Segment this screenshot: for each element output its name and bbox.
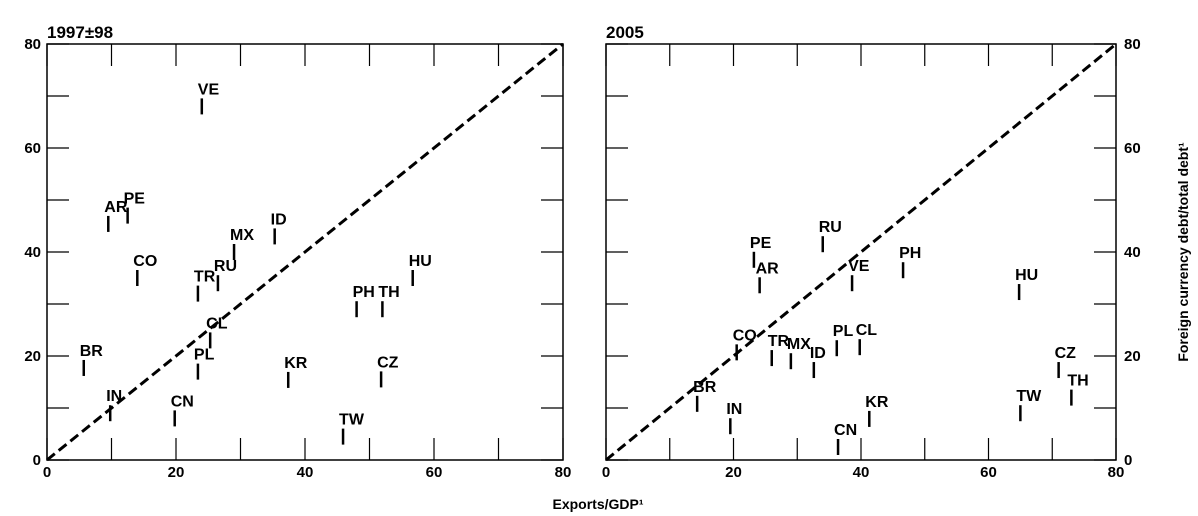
diagonal — [605, 42, 1117, 462]
x-tick-label: 0 — [602, 464, 610, 481]
point-label: CO — [733, 327, 757, 344]
point-label: PE — [750, 235, 772, 252]
point-label: ID — [810, 345, 826, 362]
point-label: RU — [819, 219, 842, 236]
x-axis-label: Exports/GDP¹ — [552, 496, 643, 512]
point-label: VE — [198, 81, 220, 98]
point-label: CZ — [377, 354, 399, 371]
y-tick-label: 20 — [24, 348, 41, 365]
point-label: VE — [848, 258, 870, 275]
point-label: MX — [787, 336, 811, 353]
x-tick-label: 80 — [1108, 464, 1125, 481]
point-label: CN — [834, 422, 857, 439]
y-tick-label: 80 — [1124, 36, 1141, 53]
point-label: PH — [353, 284, 375, 301]
x-tick-label: 60 — [980, 464, 997, 481]
x-tick-label: 20 — [725, 464, 742, 481]
point-label: IN — [726, 401, 742, 418]
diagonal — [46, 42, 564, 462]
x-tick-label: 0 — [43, 464, 51, 481]
panel-title: 1997±98 — [47, 23, 113, 42]
point-label: CO — [133, 253, 157, 270]
point-label: CN — [171, 393, 194, 410]
y-tick-label: 60 — [24, 140, 41, 157]
x-tick-label: 40 — [853, 464, 870, 481]
x-tick-label: 80 — [555, 464, 572, 481]
point-label: TR — [194, 269, 216, 286]
point-label: BR — [80, 343, 104, 360]
y-tick-label: 80 — [24, 36, 41, 53]
point-label: PE — [124, 191, 146, 208]
point-label: TH — [1067, 373, 1088, 390]
point-label: ID — [271, 211, 287, 228]
point-label: BR — [693, 379, 717, 396]
y-tick-label: 20 — [1124, 348, 1141, 365]
point-label: HU — [1015, 267, 1038, 284]
point-label: KR — [865, 394, 889, 411]
x-tick-label: 60 — [426, 464, 443, 481]
point-label: TH — [378, 284, 399, 301]
point-label: PL — [833, 323, 854, 340]
point-label: PH — [899, 245, 921, 262]
x-tick-label: 40 — [297, 464, 314, 481]
point-label: PL — [194, 347, 215, 364]
point-label: TW — [339, 412, 365, 429]
y-tick-label: 40 — [24, 244, 41, 261]
x-tick-label: 20 — [168, 464, 185, 481]
point-label: AR — [756, 260, 780, 277]
point-label: CL — [856, 322, 878, 339]
point-label: MX — [230, 227, 254, 244]
point-label: AR — [104, 199, 128, 216]
y-tick-label: 60 — [1124, 140, 1141, 157]
point-label: CZ — [1055, 345, 1077, 362]
point-label: TW — [1016, 388, 1042, 405]
point-label: RU — [214, 258, 237, 275]
y-tick-label: 0 — [33, 452, 41, 469]
y-tick-label: 0 — [1124, 452, 1132, 469]
point-label: IN — [106, 388, 122, 405]
point-label: HU — [409, 253, 432, 270]
point-label: TR — [768, 333, 790, 350]
panel-title: 2005 — [606, 23, 644, 42]
point-label: CL — [206, 315, 228, 332]
point-label: KR — [284, 355, 308, 372]
y-tick-label: 40 — [1124, 244, 1141, 261]
y-axis-label: Foreign currency debt/total debt¹ — [1175, 142, 1191, 362]
